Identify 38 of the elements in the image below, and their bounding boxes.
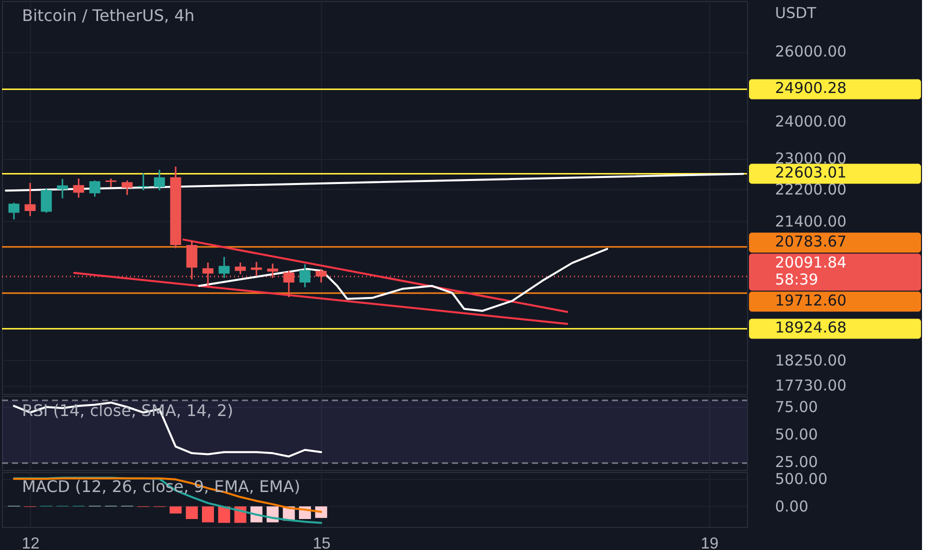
y-tick-label: 50.00 bbox=[775, 425, 818, 444]
candlestick bbox=[40, 188, 52, 214]
candlestick bbox=[299, 263, 310, 288]
y-tick-label: 25.00 bbox=[775, 452, 818, 471]
line-series bbox=[198, 248, 608, 312]
x-tick-label: 19 bbox=[700, 536, 719, 550]
candlestick bbox=[89, 180, 100, 198]
y-axis-title: USDT bbox=[775, 4, 818, 22]
y-tick-label: 0.00 bbox=[775, 497, 808, 516]
candlestick bbox=[122, 180, 133, 196]
ref-line-label: 22603.01 bbox=[775, 164, 847, 182]
y-tick-label: 500.00 bbox=[775, 470, 828, 488]
ref-line-label: 20783.67 bbox=[775, 232, 847, 251]
y-tick-label: 21400.00 bbox=[775, 212, 847, 230]
candlestick bbox=[234, 262, 246, 275]
y-tick-label: 75.00 bbox=[775, 398, 818, 416]
y-tick-label: 26000.00 bbox=[775, 42, 847, 61]
candlestick bbox=[24, 182, 36, 217]
line-series bbox=[12, 402, 322, 458]
x-tick-label: 12 bbox=[22, 536, 40, 550]
line-series bbox=[12, 477, 322, 513]
y-tick-label: 24000.00 bbox=[775, 112, 847, 130]
ref-line-label: 24900.28 bbox=[775, 79, 847, 98]
x-tick-label: 15 bbox=[312, 536, 331, 550]
chart-title: Bitcoin / TetherUS, 4h bbox=[22, 6, 195, 25]
ref-line-label: 20091.84 58:39 bbox=[775, 254, 847, 289]
ref-line-label: 18924.68 bbox=[775, 318, 847, 337]
candlestick bbox=[154, 169, 165, 192]
line-series bbox=[12, 476, 322, 524]
candlestick bbox=[56, 178, 68, 199]
y-tick-label: 18250.00 bbox=[775, 351, 847, 370]
candlestick bbox=[8, 202, 20, 220]
y-tick-label: 17730.00 bbox=[775, 376, 847, 395]
ref-line-label: 19712.60 bbox=[775, 292, 847, 310]
candlestick bbox=[218, 256, 230, 279]
y-tick-label: 22200.00 bbox=[775, 180, 847, 198]
candlestick bbox=[73, 178, 84, 198]
candlestick bbox=[138, 172, 149, 192]
